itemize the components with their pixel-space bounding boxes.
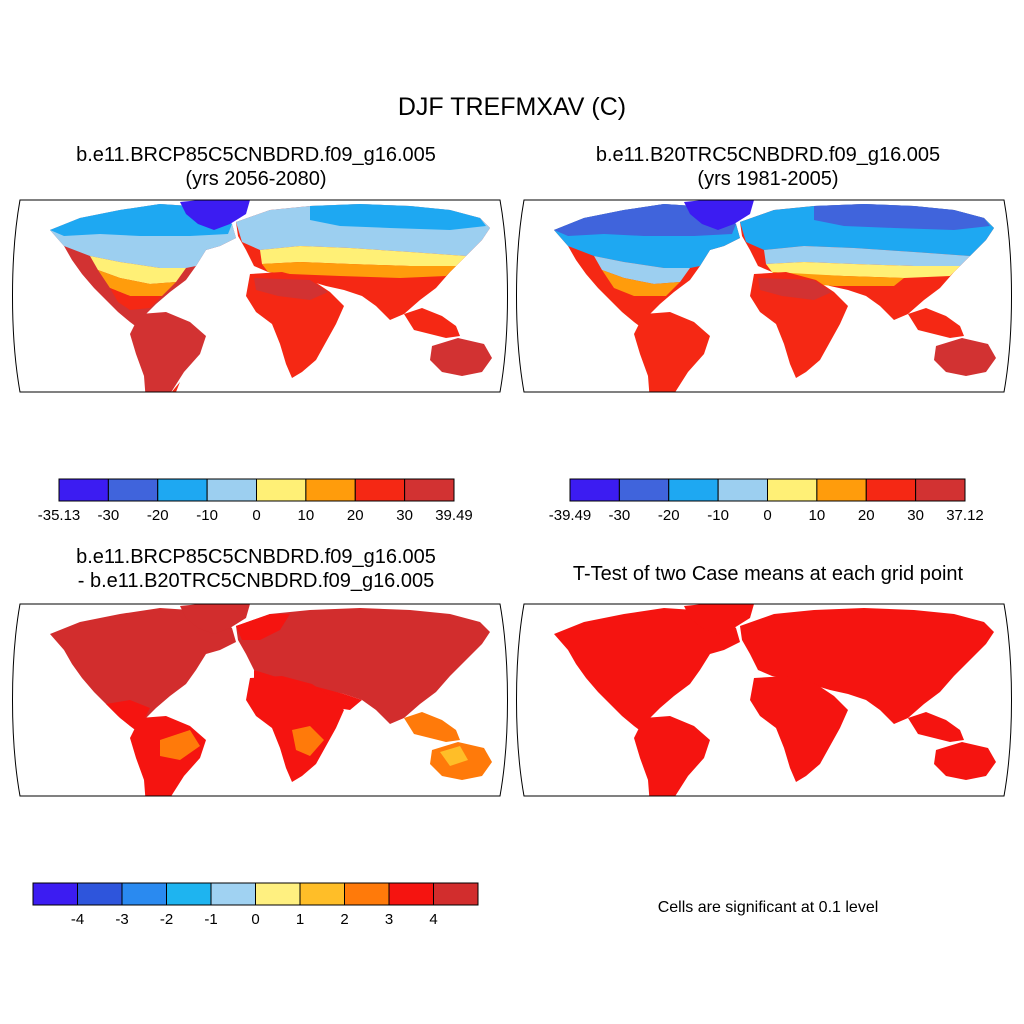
panel-2-colorbar: -39.49 -30 -20 -10 0 10 20 30 37.12 (549, 478, 984, 524)
main-title: DJF TREFMXAV (C) (397, 93, 627, 121)
colorbar-tick-label: 30 (907, 507, 924, 524)
panel-2-title-line-1: b.e11.B20TRC5CNBDRD.f09_g16.005 (595, 144, 941, 166)
colorbar-tick-label: -1 (204, 911, 217, 928)
panel-3-map (12, 603, 508, 797)
panel-4-title-line-1: T-Test of two Case means at each grid po… (572, 563, 964, 585)
colorbar-tick-label: 30 (396, 507, 413, 524)
colorbar-swatch (107, 478, 159, 502)
colorbar-tick-label: 39.49 (435, 507, 473, 524)
colorbar-swatch (256, 478, 307, 502)
colorbar-tick-label: -20 (658, 507, 680, 524)
colorbar-tick-label: 1 (296, 911, 304, 928)
panel-1-map (12, 199, 508, 393)
colorbar-tick-label: -30 (609, 507, 631, 524)
colorbar-swatch (915, 478, 966, 502)
colorbar-swatch (210, 882, 256, 906)
panel-3-title-line-2: - b.e11.B20TRC5CNBDRD.f09_g16.005 (77, 570, 435, 592)
colorbar-swatch (255, 882, 301, 906)
colorbar-tick-label: 10 (809, 507, 826, 524)
panel-4-map (516, 603, 1012, 797)
colorbar-tick-label: -39.49 (549, 507, 592, 524)
panel-1-title-line-1: b.e11.BRCP85C5CNBDRD.f09_g16.005 (76, 144, 436, 166)
colorbar-swatch (404, 478, 455, 502)
colorbar-tick-label: 2 (340, 911, 348, 928)
colorbar-tick-label: -10 (196, 507, 218, 524)
panel-3-title: b.e11.BRCP85C5CNBDRD.f09_g16.005 - b.e11… (0, 545, 512, 593)
colorbar-swatch (388, 882, 434, 906)
panel-4-title: T-Test of two Case means at each grid po… (512, 562, 1024, 586)
colorbar-tick-label: 10 (298, 507, 315, 524)
colorbar-tick-label: 0 (251, 911, 259, 928)
colorbar-swatch (305, 478, 356, 502)
colorbar-swatch (354, 478, 406, 502)
colorbar-swatch (299, 882, 345, 906)
colorbar-tick-label: -4 (71, 911, 84, 928)
colorbar-tick-label: 4 (429, 911, 437, 928)
colorbar-swatch (569, 478, 620, 502)
colorbar-swatch (157, 478, 208, 502)
colorbar-swatch (717, 478, 768, 502)
panel-2-title: b.e11.B20TRC5CNBDRD.f09_g16.005 (yrs 198… (512, 143, 1024, 191)
colorbar-swatch (32, 882, 78, 906)
colorbar-tick-label: 0 (763, 507, 771, 524)
colorbar-tick-label: -3 (115, 911, 128, 928)
panel-3-colorbar: -4 -3 -2 -1 0 1 2 3 4 (32, 882, 479, 928)
panel-1-title-line-2: (yrs 2056-2080) (185, 168, 327, 190)
panel-1-title: b.e11.BRCP85C5CNBDRD.f09_g16.005 (yrs 20… (0, 143, 512, 191)
colorbar-swatch (433, 882, 479, 906)
panel-2-title-line-2: (yrs 1981-2005) (697, 168, 839, 190)
colorbar-swatch (344, 882, 390, 906)
colorbar-swatch (816, 478, 867, 502)
colorbar-tick-label: 37.12 (946, 507, 984, 524)
panel-1-colorbar: -35.13 -30 -20 -10 0 10 20 30 39.49 (38, 478, 473, 524)
colorbar-swatch (668, 478, 719, 502)
colorbar-swatch (121, 882, 167, 906)
colorbar-swatch (58, 478, 109, 502)
colorbar-tick-label: 0 (252, 507, 260, 524)
colorbar-swatch (206, 478, 257, 502)
significance-note: Cells are significant at 0.1 level (657, 899, 879, 916)
colorbar-tick-label: -10 (707, 507, 729, 524)
colorbar-swatch (767, 478, 818, 502)
colorbar-tick-label: 20 (347, 507, 364, 524)
colorbar-tick-label: -20 (147, 507, 169, 524)
colorbar-swatch (166, 882, 212, 906)
colorbar-tick-label: -35.13 (38, 507, 81, 524)
panel-3-title-line-1: b.e11.BRCP85C5CNBDRD.f09_g16.005 (76, 546, 436, 568)
colorbar-swatch (618, 478, 670, 502)
colorbar-swatch (865, 478, 917, 502)
colorbar-tick-label: -2 (160, 911, 173, 928)
colorbar-tick-label: -30 (98, 507, 120, 524)
colorbar-tick-label: 3 (385, 911, 393, 928)
colorbar-swatch (77, 882, 123, 906)
panel-2-map (516, 199, 1012, 393)
colorbar-tick-label: 20 (858, 507, 875, 524)
